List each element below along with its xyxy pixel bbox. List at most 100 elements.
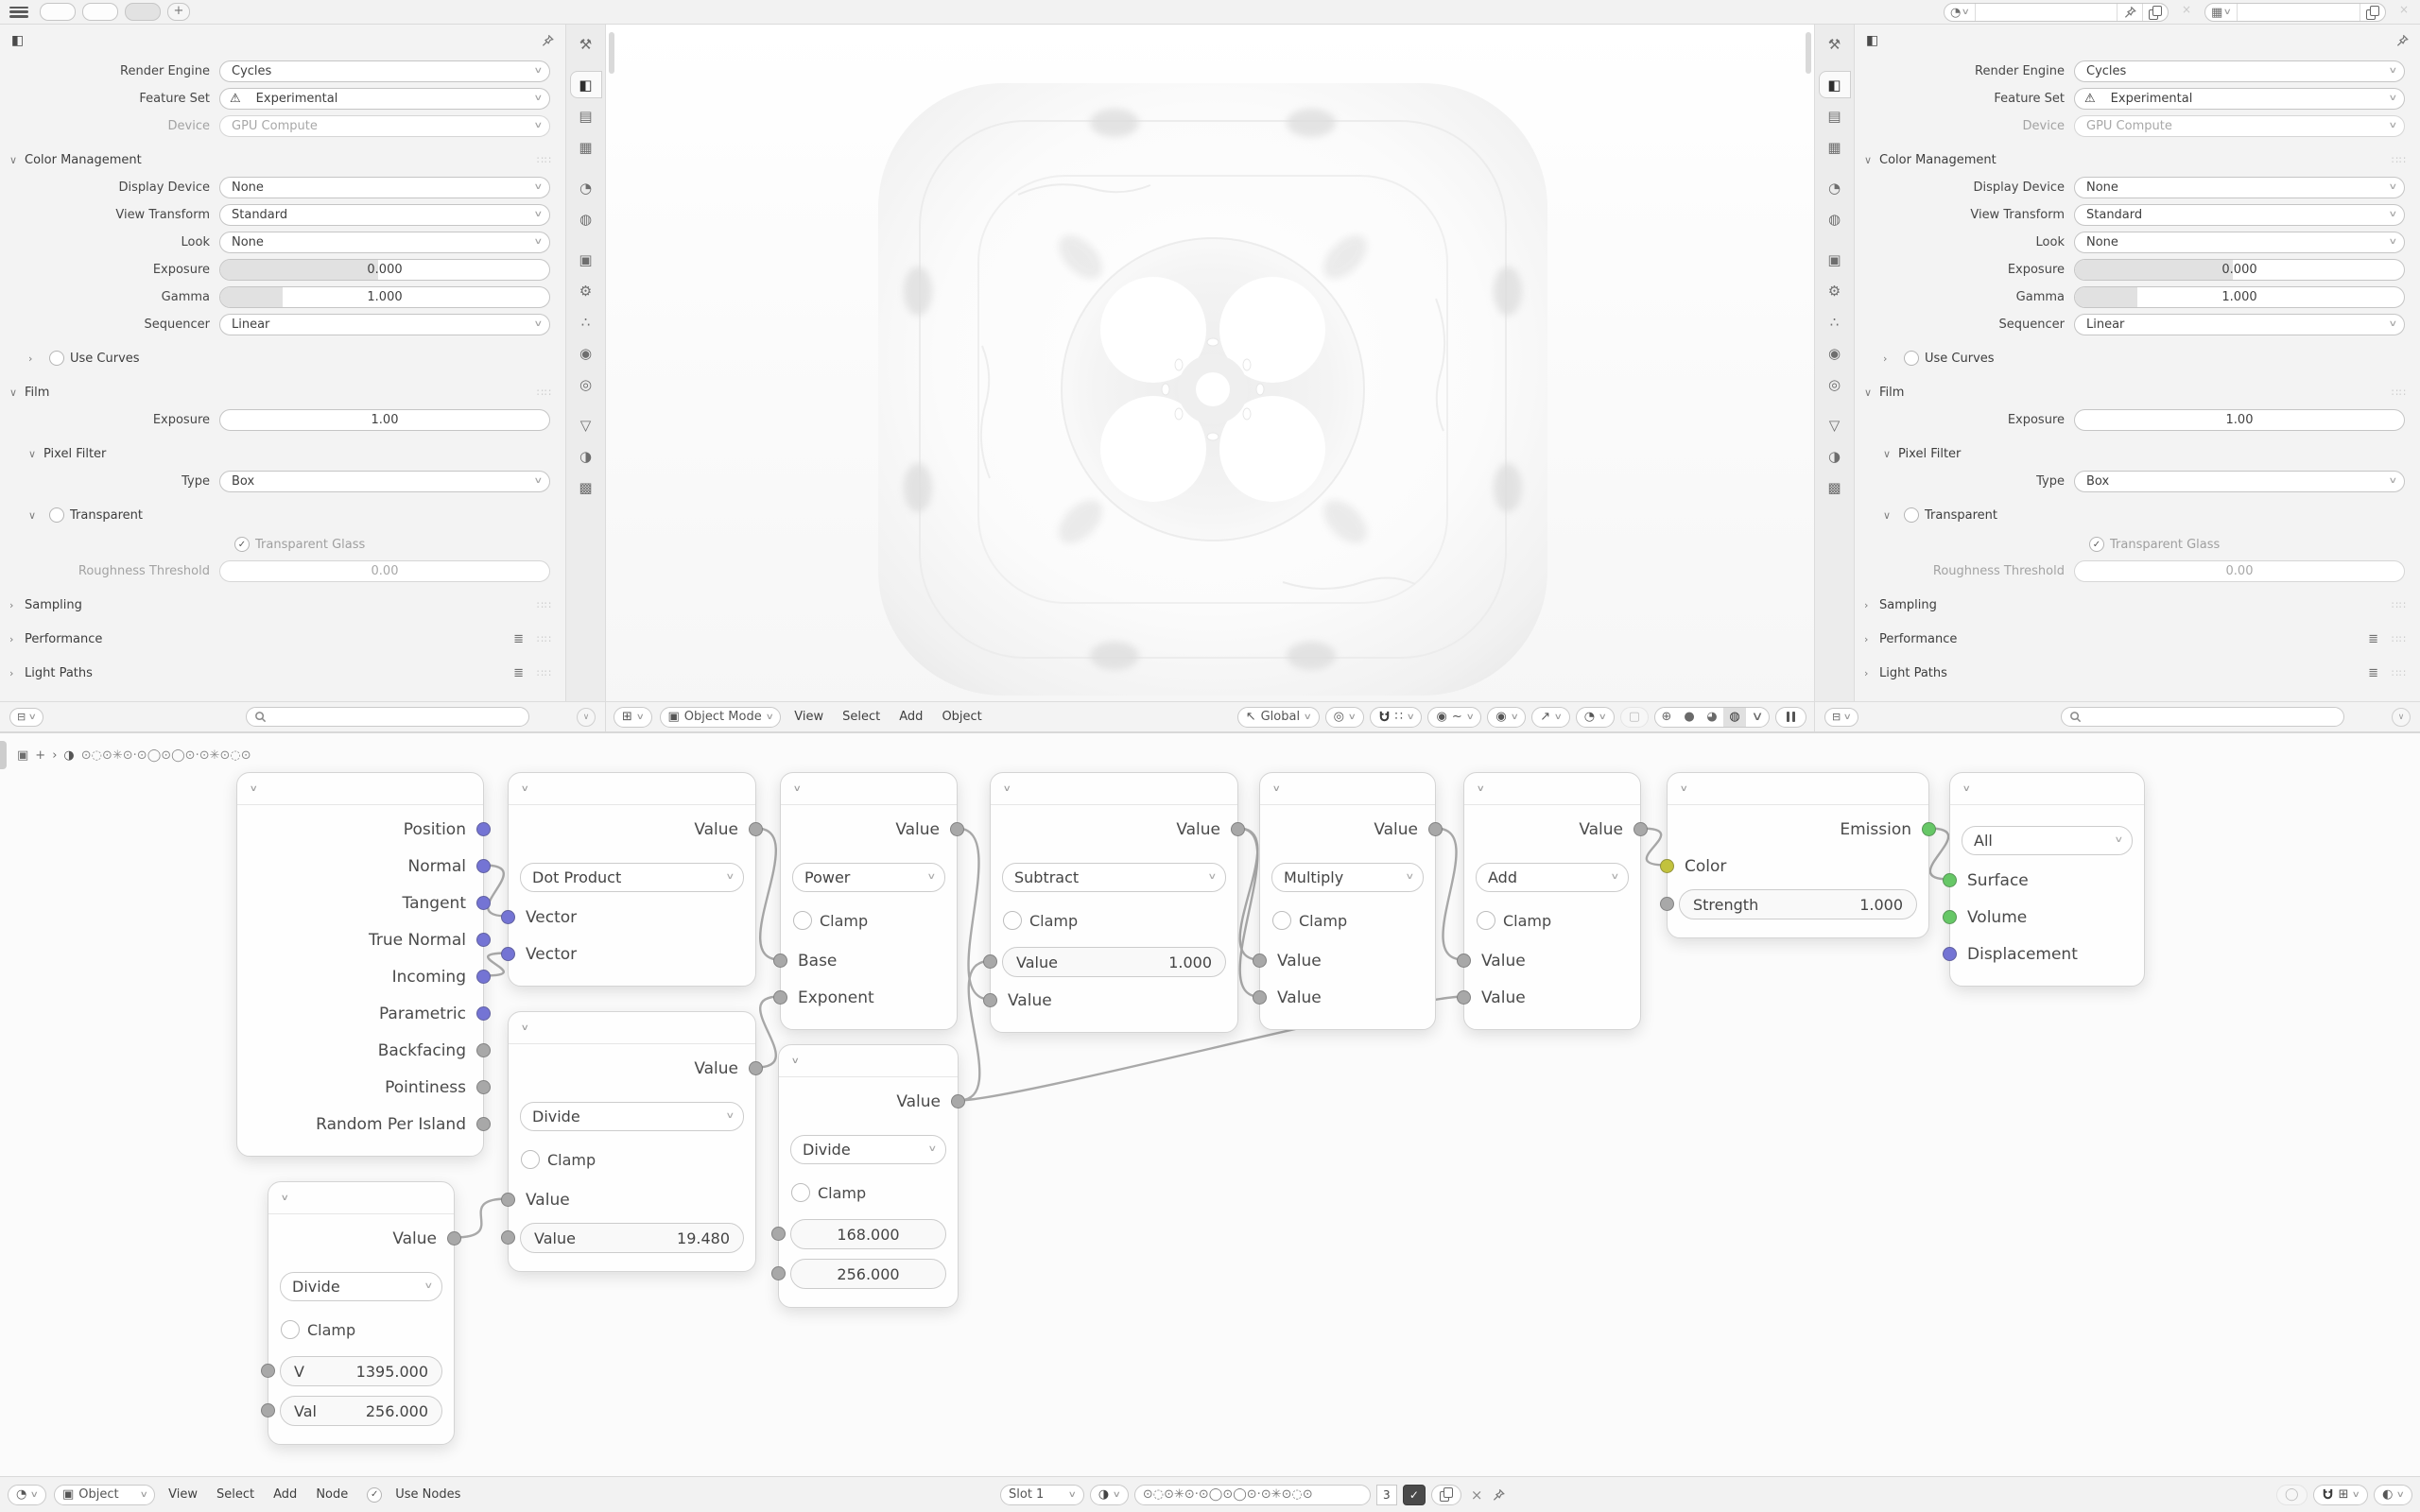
list-icon[interactable]: ≣ (513, 631, 524, 646)
list-icon[interactable]: ≣ (2368, 631, 2378, 646)
exposure-input[interactable]: 1.00 (219, 408, 550, 431)
output-socket-incoming[interactable] (476, 969, 491, 984)
material-output-node[interactable]: ∨ All ∨ Surface Volume Displacement (1943, 772, 2145, 987)
clamp-checkbox[interactable] (1272, 911, 1291, 930)
menu-add[interactable]: Add (273, 1487, 298, 1502)
input-socket-value[interactable] (501, 1230, 515, 1245)
filter-button[interactable]: ⊟ ∨ (1824, 707, 1858, 727)
operation-dropdown[interactable]: Dot Product ∨ (520, 862, 744, 892)
output-socket-backfacing[interactable] (476, 1042, 491, 1057)
checkbox-checked[interactable]: ✓ (2089, 537, 2104, 552)
node-header[interactable]: ∨ (237, 773, 483, 805)
node-header[interactable]: ∨ (1464, 773, 1640, 805)
properties-tab-modifiers[interactable]: ⚙ (1827, 282, 1841, 300)
operation-dropdown[interactable]: Divide ∨ (520, 1101, 744, 1131)
type-dropdown[interactable]: Box ∨ (2074, 470, 2405, 492)
geometry-node[interactable]: ∨ Position Normal Tangent True Normal Incomin… (236, 772, 491, 1157)
drag-grip-icon[interactable]: ∷∷ (537, 598, 552, 611)
node-snapping-control[interactable]: ⊞ ∨ (2312, 1484, 2369, 1505)
input-socket-value[interactable] (1253, 989, 1267, 1005)
pin-material-icon[interactable] (1492, 1488, 1506, 1502)
input-socket-value[interactable] (1457, 953, 1471, 968)
output-socket-value[interactable] (1231, 821, 1245, 836)
output-socket-value[interactable] (1428, 821, 1443, 836)
operation-dropdown[interactable]: Divide ∨ (280, 1271, 442, 1301)
shader-editor[interactable]: ▣ + › ◑ ⊙◌⊙✳⊙·⊙◯⊙◯⊙·⊙✳⊙◌⊙ ∨ Position Norma… (0, 733, 2420, 1512)
menu-select[interactable]: Select (216, 1487, 255, 1502)
value-field[interactable]: 256.000 (790, 1259, 946, 1289)
material-users-count[interactable]: 3 (1375, 1484, 1397, 1505)
value-field[interactable]: Value 19.480 (520, 1223, 744, 1253)
look-dropdown[interactable]: None ∨ (2074, 231, 2405, 253)
fake-user-shield-icon[interactable]: ✓ (1402, 1484, 1426, 1505)
value-field[interactable]: 168.000 (790, 1219, 946, 1249)
view-transform-dropdown[interactable]: Standard ∨ (219, 203, 550, 226)
scene-selector[interactable]: ◔ ∨ (1944, 3, 2169, 22)
look-dropdown[interactable]: None ∨ (219, 231, 550, 253)
collapse-icon[interactable]: ∨ (520, 1022, 529, 1033)
node-header[interactable]: ∨ (509, 773, 755, 805)
checkbox-checked[interactable]: ✓ (234, 537, 250, 552)
sequencer-dropdown[interactable]: Linear ∨ (2074, 313, 2405, 335)
drag-grip-icon[interactable]: ∷∷ (537, 386, 552, 399)
section-film[interactable]: ∨ Film ∷∷ (1864, 385, 2407, 400)
viewport-scrollbar-left[interactable] (609, 32, 614, 74)
collapse-icon[interactable]: ∨ (280, 1193, 289, 1203)
drag-grip-icon[interactable]: ∷∷ (2392, 666, 2407, 679)
operation-dropdown[interactable]: Subtract ∨ (1002, 862, 1226, 892)
scene-name-field[interactable] (1976, 4, 2118, 21)
input-socket-value[interactable] (1660, 897, 1674, 911)
subsection-pixel-filter[interactable]: ∨ Pixel Filter (1883, 446, 1962, 461)
exposure-input[interactable]: 1.00 (2074, 408, 2405, 431)
properties-tab-tool[interactable]: ⚒ (1827, 35, 1841, 53)
menu-object[interactable]: Object (942, 710, 982, 724)
input-socket-volume[interactable] (1943, 909, 1957, 924)
app-menu-icon[interactable] (9, 6, 28, 18)
properties-tab-output[interactable]: ▤ (1827, 107, 1841, 125)
section-performance[interactable]: › Performance ≣ ∷∷ (9, 631, 552, 646)
exposure-input[interactable]: 0.000 (2074, 258, 2405, 281)
output-socket-value[interactable] (1634, 821, 1648, 836)
checkbox[interactable] (49, 351, 64, 366)
menu-node[interactable]: Node (316, 1487, 349, 1502)
operation-dropdown[interactable]: Divide ∨ (790, 1134, 946, 1164)
math-node-divide[interactable]: ∨ Value Divide ∨ Clamp 168.000 256.000 (771, 1044, 965, 1308)
properties-tab-particles[interactable]: ∴ (1829, 313, 1840, 331)
copy-view-layer-button[interactable] (2360, 4, 2385, 21)
input-socket-value[interactable] (771, 1227, 786, 1241)
shading-material-icon[interactable]: ◕ (1706, 709, 1718, 724)
output-socket-value[interactable] (749, 821, 763, 836)
shading-rendered-icon[interactable]: ◍ (1723, 707, 1746, 727)
shader-type-button[interactable]: ◔ ∨ (8, 1484, 46, 1505)
workspace-tab-3-active[interactable] (125, 3, 161, 21)
properties-tab-view-layer[interactable]: ▦ (1827, 138, 1841, 156)
drag-grip-icon[interactable]: ∷∷ (537, 632, 552, 645)
collapse-icon[interactable]: ∨ (1476, 783, 1485, 794)
render-engine-dropdown[interactable]: Cycles ∨ (219, 60, 550, 82)
input-socket-exponent[interactable] (773, 989, 787, 1005)
section-sampling[interactable]: › Sampling ∷∷ (9, 597, 552, 612)
shader-context-dropdown[interactable]: ▣ Object ∨ (53, 1484, 156, 1505)
input-socket-value[interactable] (1253, 953, 1267, 968)
node-overlays-dropdown[interactable]: ◐ ∨ (2374, 1484, 2412, 1505)
value-field[interactable]: Val 256.000 (280, 1396, 442, 1426)
options-button[interactable]: ∨ (2392, 707, 2411, 727)
feature-set-dropdown[interactable]: ⚠ Experimental ∨ (219, 87, 550, 110)
checkbox[interactable] (1904, 507, 1919, 523)
input-socket-value[interactable] (261, 1403, 275, 1418)
node-header[interactable]: ∨ (781, 773, 957, 805)
device-dropdown[interactable]: GPU Compute ∨ (2074, 114, 2405, 137)
output-socket-value[interactable] (951, 1093, 965, 1108)
device-dropdown[interactable]: GPU Compute ∨ (219, 114, 550, 137)
list-icon[interactable]: ≣ (513, 665, 524, 680)
node-header[interactable]: ∨ (991, 773, 1237, 805)
material-browse-dropdown[interactable]: ◑ ∨ (1089, 1484, 1129, 1505)
pivot-point-dropdown[interactable]: ◎ ∨ (1324, 706, 1364, 728)
pause-render-button[interactable] (1775, 706, 1806, 728)
node-header[interactable]: ∨ (1668, 773, 1928, 805)
collapse-icon[interactable]: ∨ (249, 783, 258, 794)
xray-toggle[interactable]: ▢ (1619, 706, 1649, 728)
toggle-section-use-curves[interactable]: › Use Curves (28, 351, 140, 366)
properties-tab-output[interactable]: ▤ (579, 107, 593, 125)
subsection-pixel-filter[interactable]: ∨ Pixel Filter (28, 446, 107, 461)
